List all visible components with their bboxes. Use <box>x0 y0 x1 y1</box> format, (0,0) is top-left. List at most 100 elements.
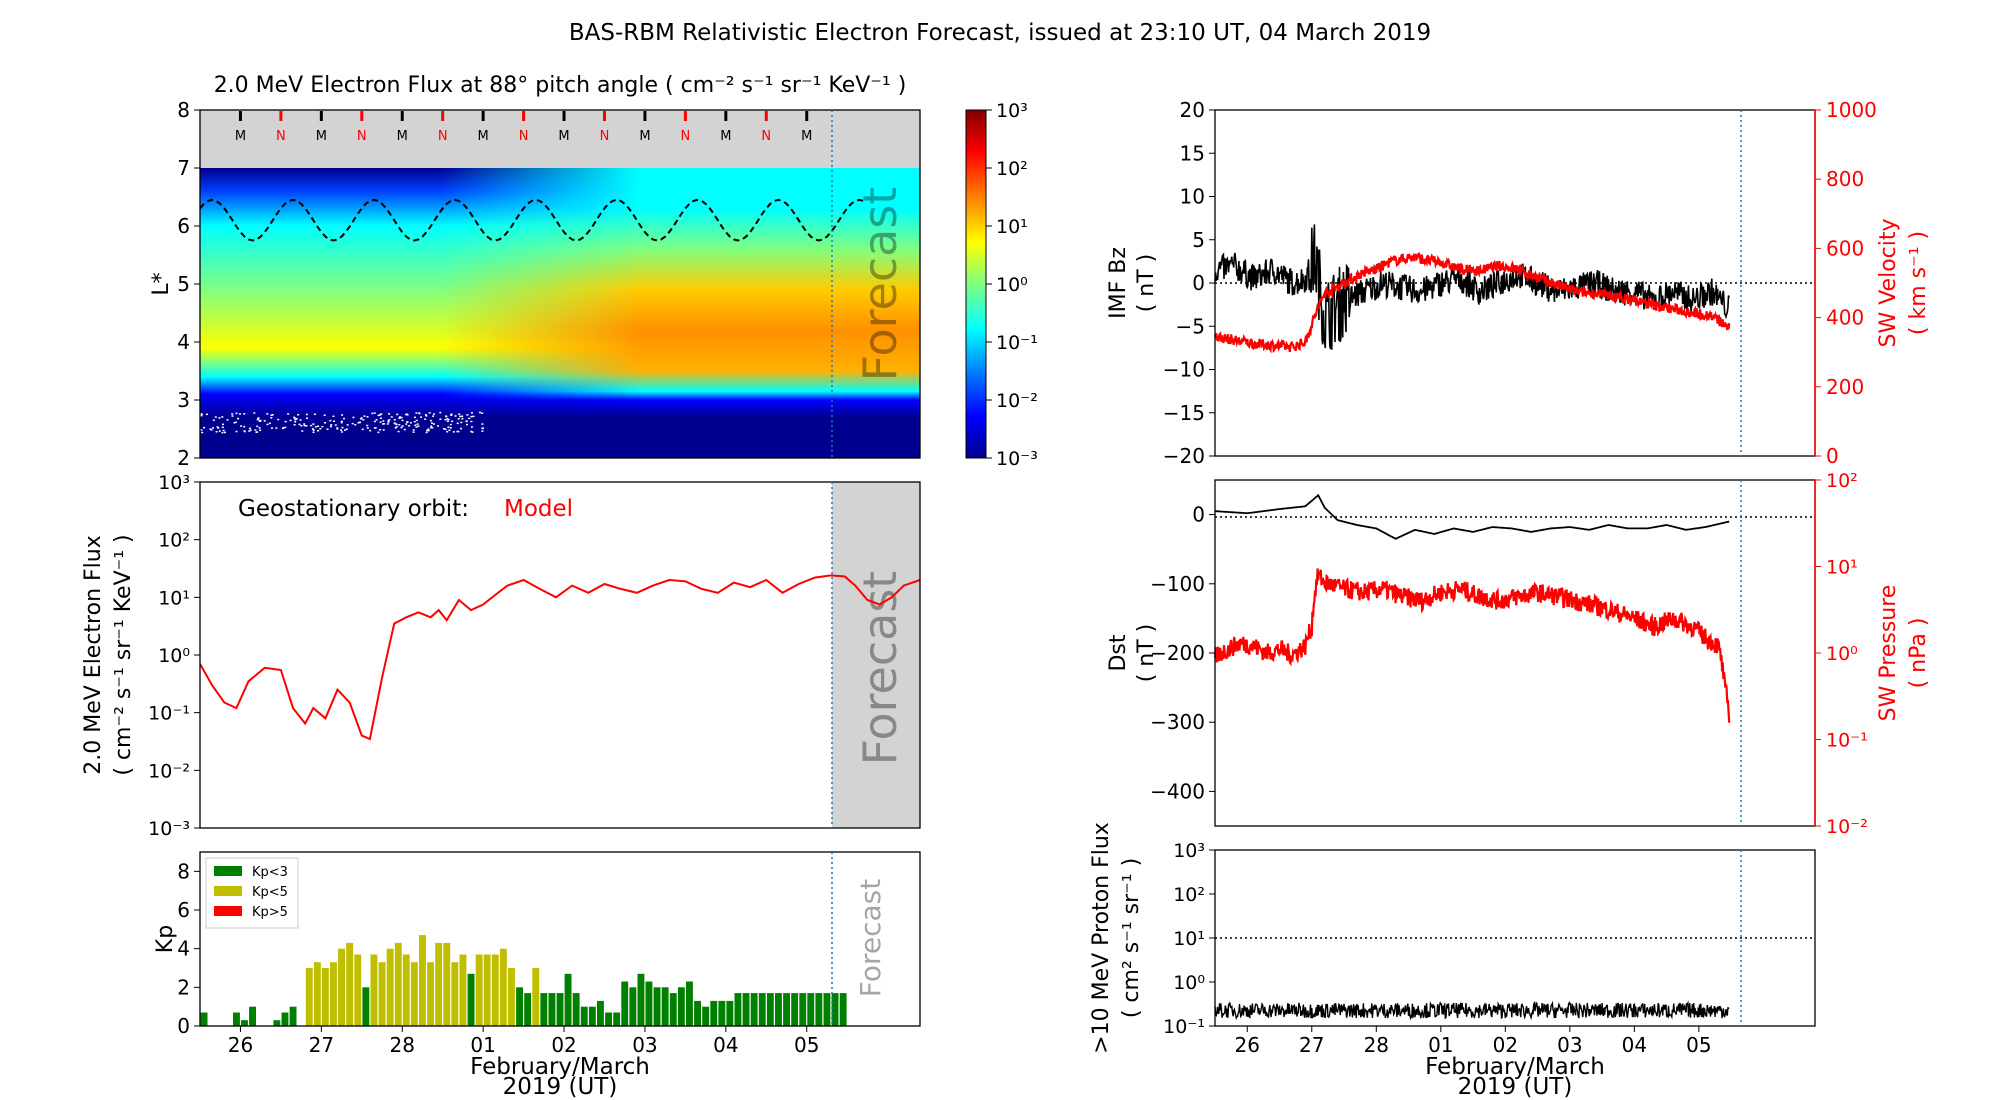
speckle-dot <box>271 427 273 429</box>
speckle-dot <box>303 424 306 427</box>
colorbar-ticks: 10⁻³ 10⁻² 10⁻¹ 10⁰ 10¹ 10² 10³ <box>986 100 1038 470</box>
speckle-dot <box>329 419 332 422</box>
right-xlabel-line1: February/March <box>1425 1054 1605 1080</box>
speckle-dot <box>310 424 313 427</box>
speckle-dot <box>243 430 246 433</box>
imf-tick-label: 20 <box>1180 98 1205 122</box>
speckle-dot <box>396 413 399 416</box>
speckle-dot <box>235 430 238 433</box>
kp-bar <box>354 954 362 1026</box>
speckle-dot <box>405 413 408 415</box>
speckle-dot <box>415 426 418 428</box>
kp-bar <box>702 1006 710 1026</box>
speckle-dot <box>340 420 343 423</box>
speckle-dot <box>447 418 450 421</box>
speckle-dot <box>398 417 401 419</box>
kp-bar <box>508 968 515 1026</box>
speckle-dot <box>254 429 257 431</box>
left-xlabel-line2: 2019 (UT) <box>503 1074 618 1100</box>
geo-forecast-shade <box>832 482 920 828</box>
speckle-dot <box>412 429 415 431</box>
speckle-dot <box>468 417 471 420</box>
speckle-dot <box>393 419 396 421</box>
speckle-dot <box>317 425 320 427</box>
speckle-dot <box>387 421 390 423</box>
speckle-dot <box>375 419 378 421</box>
speckle-dot <box>428 412 431 414</box>
speckle-dot <box>432 415 435 417</box>
dst-tick-label: −200 <box>1150 641 1205 665</box>
right-x-tick-label: 28 <box>1364 1033 1389 1057</box>
speckle-dot <box>305 425 308 427</box>
speckle-dot <box>401 419 404 422</box>
swv-tick-label: 800 <box>1826 167 1864 191</box>
geo-y-ticks: 10⁻³ 10⁻² 10⁻¹ 10⁰ 10¹ 10² 10³ <box>148 472 200 840</box>
geo-tick-label: 10⁻³ <box>148 818 190 840</box>
speckle-dot <box>216 426 219 428</box>
inner-belt-speckle <box>200 411 485 434</box>
left-x-tick-label: 26 <box>228 1033 253 1057</box>
speckle-dot <box>456 422 459 425</box>
kp-bar <box>427 962 434 1026</box>
speckle-dot <box>377 414 380 417</box>
speckle-dot <box>214 416 217 418</box>
speckle-dot <box>445 415 448 417</box>
speckle-dot <box>351 422 354 425</box>
colorbar-tick-label: 10⁻² <box>996 390 1038 412</box>
speckle-dot <box>418 412 421 414</box>
kp-bar <box>686 981 693 1026</box>
speckle-dot <box>382 423 384 425</box>
speckle-dot <box>255 431 258 433</box>
proton-tick-label: 10² <box>1173 884 1205 906</box>
imf-tick-label: 5 <box>1192 228 1205 252</box>
kp-bar <box>775 993 782 1026</box>
kp-bar <box>815 993 823 1026</box>
speckle-dot <box>218 417 221 419</box>
speckle-dot <box>235 412 238 415</box>
speckle-dot <box>266 423 269 426</box>
speckle-dot <box>386 423 389 425</box>
speckle-dot <box>444 419 447 421</box>
mn-marker-label: M <box>235 129 246 144</box>
speckle-dot <box>461 417 464 420</box>
dst-tick-label: −400 <box>1150 779 1205 803</box>
speckle-dot <box>340 429 342 431</box>
speckle-dot <box>221 416 224 418</box>
left-x-tick-label: 02 <box>551 1033 576 1057</box>
kp-bar <box>742 993 750 1026</box>
mn-marker-label: M <box>639 129 650 144</box>
imf-ylabel-line2: ( nT ) <box>1134 254 1159 313</box>
kp-bar <box>281 1012 289 1026</box>
speckle-dot <box>287 413 290 415</box>
kp-bar <box>799 993 807 1026</box>
speckle-dot <box>366 427 369 429</box>
right-x-tick-label: 01 <box>1428 1033 1453 1057</box>
speckle-dot <box>457 418 460 420</box>
proton-y-ticks: 10⁻¹ 10⁰ 10¹ 10² 10³ <box>1163 840 1215 1038</box>
flux-map-panel: 2.0 MeV Electron Flux at 88° pitch angle… <box>149 73 921 470</box>
speckle-dot <box>425 431 428 434</box>
lstar-ticks: 2 3 4 5 6 7 8 <box>177 98 200 470</box>
kp-frame <box>199 851 921 1027</box>
speckle-dot <box>383 423 386 425</box>
kp-bar <box>669 993 677 1026</box>
mn-marker-label: N <box>681 129 691 144</box>
kp-bar <box>540 993 548 1026</box>
speckle-dot <box>295 418 298 420</box>
kp-bar <box>321 968 329 1026</box>
kp-bar <box>370 954 378 1026</box>
kp-legend-swatch-high <box>214 906 242 916</box>
kp-bar <box>839 993 847 1026</box>
speckle-dot <box>412 431 415 433</box>
geo-frame <box>199 481 921 829</box>
kp-bar <box>645 981 653 1026</box>
kp-bar <box>378 962 386 1026</box>
speckle-dot <box>450 414 453 416</box>
speckle-dot <box>388 419 391 421</box>
speckle-dot <box>439 418 442 420</box>
colorbar-tick-label: 10⁻¹ <box>996 332 1038 354</box>
speckle-dot <box>217 427 220 429</box>
speckle-dot <box>399 416 402 418</box>
kp-bar <box>451 962 459 1026</box>
speckle-dot <box>373 420 376 423</box>
